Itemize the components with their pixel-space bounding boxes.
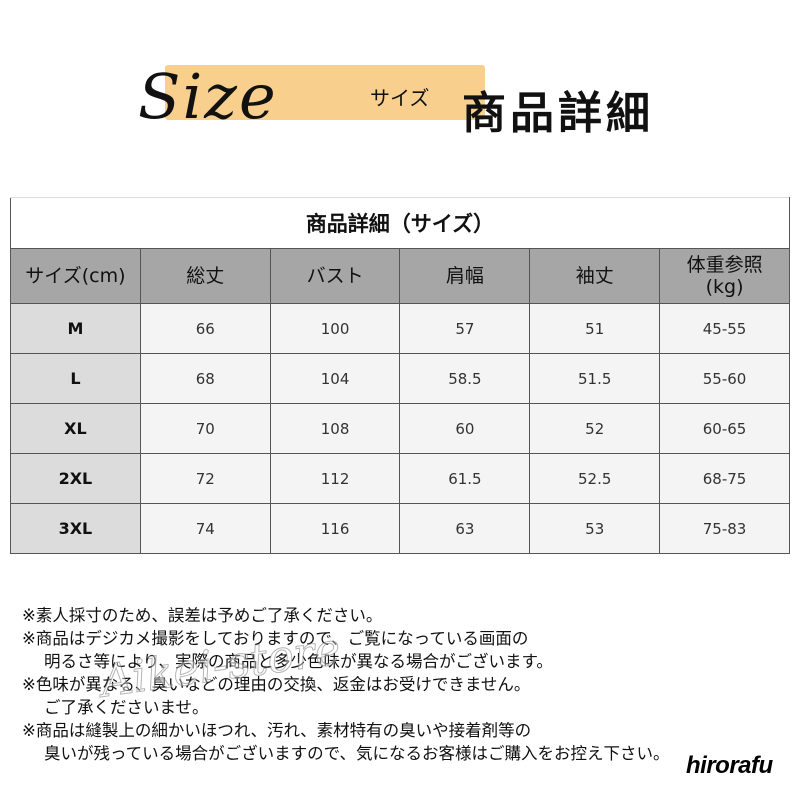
measurement-cell: 66 xyxy=(139,303,271,354)
measurement-cell: 75-83 xyxy=(659,503,790,554)
size-label-cell: M xyxy=(10,303,141,354)
measurement-cell: 72 xyxy=(139,453,271,504)
measurement-cell: 104 xyxy=(269,353,401,404)
table-row: M 66 100 57 51 45-55 xyxy=(10,303,790,354)
banner-script-title: Size xyxy=(138,60,278,133)
measurement-cell: 55-60 xyxy=(659,353,790,404)
measurement-cell: 52.5 xyxy=(529,453,661,504)
measurement-cell: 57 xyxy=(399,303,531,354)
measurement-cell: 60-65 xyxy=(659,403,790,454)
table-row: 2XL 72 112 61.5 52.5 68-75 xyxy=(10,453,790,504)
note-line: ※色味が異なる、臭いなどの理由の交換、返金はお受けできません。 xyxy=(22,675,531,694)
size-label-cell: 2XL xyxy=(10,453,141,504)
measurement-cell: 51 xyxy=(529,303,661,354)
measurement-cell: 52 xyxy=(529,403,661,454)
measurement-cell: 100 xyxy=(269,303,401,354)
measurement-cell: 61.5 xyxy=(399,453,531,504)
measurement-cell: 53 xyxy=(529,503,661,554)
size-label-cell: L xyxy=(10,353,141,404)
table-row: XL 70 108 60 52 60-65 xyxy=(10,403,790,454)
size-table: 商品詳細（サイズ） サイズ(cm) 総丈 バスト 肩幅 袖丈 体重参照 (kg) … xyxy=(10,197,790,554)
banner-title: 商品詳細 xyxy=(462,88,654,139)
measurement-cell: 68 xyxy=(139,353,271,404)
measurement-cell: 74 xyxy=(139,503,271,554)
header-weight: 体重参照 (kg) xyxy=(659,248,790,304)
measurement-cell: 58.5 xyxy=(399,353,531,404)
brand-logo: hirorafu xyxy=(686,752,773,779)
measurement-cell: 112 xyxy=(269,453,401,504)
measurement-cell: 51.5 xyxy=(529,353,661,404)
note-line: ※商品は縫製上の細かいほつれ、汚れ、素材特有の臭いや接着剤等の xyxy=(22,721,532,740)
note-line: ※商品はデジカメ撮影をしておりますので、ご覧になっている画面の xyxy=(22,629,529,648)
measurement-cell: 45-55 xyxy=(659,303,790,354)
measurement-cell: 63 xyxy=(399,503,531,554)
header-bust: バスト xyxy=(269,248,401,304)
header-size: サイズ(cm) xyxy=(10,248,141,304)
banner-highlight xyxy=(165,65,485,120)
header-length: 総丈 xyxy=(139,248,271,304)
measurement-cell: 108 xyxy=(269,403,401,454)
notes: ※素人採寸のため、誤差は予めご了承ください。 ※商品はデジカメ撮影をしております… xyxy=(22,604,670,765)
note-line: ご了承くださいませ。 xyxy=(44,698,209,717)
note-line: 臭いが残っている場合がございますので、気になるお客様はご購入をお控え下さい。 xyxy=(44,744,670,763)
header-shoulder: 肩幅 xyxy=(399,248,531,304)
header-sleeve: 袖丈 xyxy=(529,248,661,304)
table-row: L 68 104 58.5 51.5 55-60 xyxy=(10,353,790,404)
measurement-cell: 70 xyxy=(139,403,271,454)
size-label-cell: 3XL xyxy=(10,503,141,554)
banner-kana: サイズ xyxy=(370,86,430,110)
header-weight-line1: 体重参照 xyxy=(686,254,763,276)
note-line: ※素人採寸のため、誤差は予めご了承ください。 xyxy=(22,606,383,625)
table-header-row: サイズ(cm) 総丈 バスト 肩幅 袖丈 体重参照 (kg) xyxy=(10,248,790,304)
measurement-cell: 60 xyxy=(399,403,531,454)
table-title: 商品詳細（サイズ） xyxy=(10,197,790,249)
table-row: 3XL 74 116 63 53 75-83 xyxy=(10,503,790,554)
measurement-cell: 68-75 xyxy=(659,453,790,504)
header-weight-line2: (kg) xyxy=(705,276,744,298)
size-label-cell: XL xyxy=(10,403,141,454)
note-line: 明るさ等により、実際の商品と多少色味が異なる場合がございます。 xyxy=(44,652,553,671)
measurement-cell: 116 xyxy=(269,503,401,554)
